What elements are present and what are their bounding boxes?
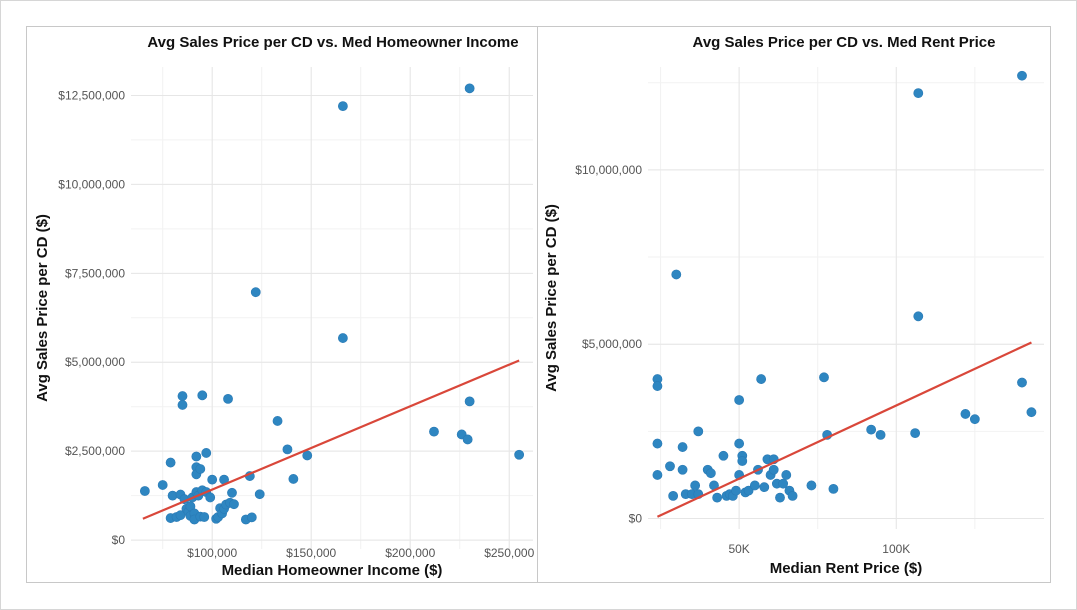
- y-tick-label: $0: [112, 533, 126, 547]
- data-point: [913, 311, 924, 322]
- data-point: [778, 478, 789, 489]
- trend-line: [656, 341, 1032, 518]
- data-point: [177, 391, 188, 401]
- y-tick-label: $10,000,000: [575, 163, 642, 177]
- data-point: [514, 449, 525, 460]
- data-point: [866, 424, 877, 435]
- chart-panel-homeowner-income: $100,000 $150,000 $200,000 $250,000 $0 $2,500…: [26, 26, 538, 583]
- data-point: [671, 269, 682, 280]
- data-point: [337, 333, 348, 343]
- data-point: [652, 438, 663, 449]
- data-point: [731, 485, 741, 496]
- x-tick-label: $200,000: [385, 546, 435, 560]
- data-point: [737, 456, 748, 466]
- y-tick-label: $5,000,000: [582, 337, 642, 351]
- data-point: [157, 480, 168, 490]
- data-point: [677, 442, 688, 452]
- data-point: [165, 457, 176, 468]
- data-point: [693, 426, 704, 437]
- y-axis-title: Avg Sales Price per CD ($): [543, 204, 560, 392]
- x-axis-title: Median Homeowner Income ($): [222, 562, 443, 579]
- x-tick-label: 50K: [728, 542, 749, 556]
- data-point: [227, 487, 237, 498]
- data-point: [969, 414, 980, 425]
- data-point: [201, 448, 212, 458]
- data-point: [756, 374, 767, 384]
- data-point: [775, 492, 785, 503]
- data-point: [197, 390, 208, 401]
- data-point: [705, 468, 716, 479]
- data-point: [960, 409, 971, 419]
- data-point: [652, 470, 663, 480]
- data-point: [254, 489, 265, 500]
- data-point: [462, 434, 473, 445]
- data-point: [229, 499, 239, 510]
- data-point: [246, 512, 257, 523]
- data-point: [712, 492, 723, 503]
- data-point: [734, 395, 745, 405]
- data-point: [429, 426, 439, 437]
- data-point: [195, 464, 206, 474]
- trend-line: [142, 359, 520, 520]
- data-point: [806, 480, 817, 491]
- data-point: [690, 480, 701, 491]
- chart-title: Avg Sales Price per CD vs. Med Rent Pric…: [693, 34, 996, 51]
- data-point: [1017, 377, 1027, 388]
- data-point: [828, 484, 839, 494]
- y-axis-title: Avg Sales Price per CD ($): [34, 214, 51, 402]
- y-tick-label: $10,000,000: [58, 177, 125, 191]
- data-point: [759, 482, 770, 493]
- data-point: [205, 492, 216, 503]
- data-point: [677, 464, 688, 475]
- data-point: [875, 429, 886, 440]
- data-point: [177, 400, 188, 410]
- data-point: [910, 428, 921, 439]
- data-point: [191, 451, 202, 462]
- data-point: [652, 381, 663, 391]
- data-point: [819, 372, 829, 383]
- data-point: [1017, 70, 1027, 81]
- x-tick-label: $100,000: [187, 546, 237, 560]
- data-point: [288, 474, 299, 484]
- y-tick-label: $0: [629, 512, 643, 526]
- data-point: [302, 450, 313, 461]
- data-point: [464, 396, 475, 407]
- chart-panel-rent-price: 50K 100K $0 $5,000,000 $10,000,000 Avg Sales …: [537, 26, 1051, 583]
- y-tick-label: $7,500,000: [65, 266, 125, 280]
- data-point: [250, 287, 261, 298]
- y-tick-label: $5,000,000: [65, 355, 125, 369]
- data-point: [464, 83, 475, 94]
- data-point: [207, 474, 218, 485]
- y-tick-label: $12,500,000: [58, 88, 125, 102]
- scatter-chart-rent-price: 50K 100K $0 $5,000,000 $10,000,000 Avg Sales …: [543, 34, 1044, 577]
- data-point: [913, 88, 924, 99]
- data-point: [768, 464, 779, 475]
- data-point: [781, 470, 792, 480]
- data-point: [1026, 407, 1037, 418]
- x-axis-title: Median Rent Price ($): [770, 560, 923, 577]
- data-point: [272, 416, 283, 426]
- x-tick-label: 100K: [882, 542, 910, 556]
- data-point: [223, 393, 233, 404]
- data-point: [743, 485, 754, 496]
- data-point: [787, 490, 798, 501]
- x-tick-label: $250,000: [484, 546, 534, 560]
- scatter-chart-homeowner-income: $100,000 $150,000 $200,000 $250,000 $0 $2,500…: [34, 34, 535, 579]
- chart-title: Avg Sales Price per CD vs. Med Homeowner…: [147, 34, 518, 51]
- data-point: [139, 486, 150, 496]
- data-point: [749, 480, 760, 491]
- data-point: [199, 512, 210, 522]
- x-tick-label: $150,000: [286, 546, 336, 560]
- data-point: [282, 444, 293, 455]
- data-point: [734, 438, 745, 449]
- y-tick-label: $2,500,000: [65, 444, 125, 458]
- data-point: [337, 101, 348, 112]
- data-point: [668, 490, 679, 501]
- data-point: [665, 461, 675, 472]
- data-point: [718, 450, 729, 461]
